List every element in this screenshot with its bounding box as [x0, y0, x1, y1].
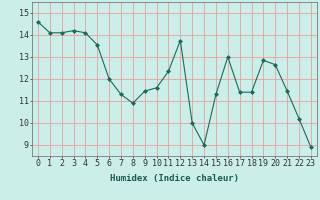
- X-axis label: Humidex (Indice chaleur): Humidex (Indice chaleur): [110, 174, 239, 183]
